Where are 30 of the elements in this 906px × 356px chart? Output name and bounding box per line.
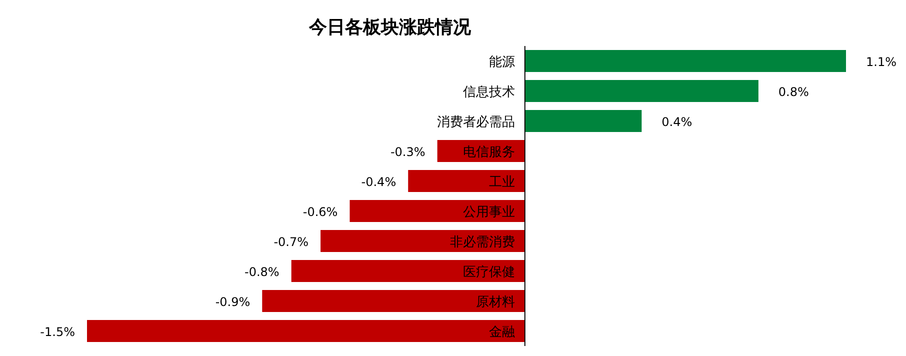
data-label: -1.5% bbox=[40, 325, 75, 339]
bar bbox=[350, 200, 525, 222]
data-label: 0.4% bbox=[662, 115, 692, 129]
bar bbox=[524, 80, 758, 102]
chart-title: 今日各板块涨跌情况 bbox=[308, 17, 472, 38]
y-tick-label: 公用事业 bbox=[462, 205, 515, 220]
y-tick-label: 原材料 bbox=[476, 295, 515, 310]
data-label: -0.7% bbox=[274, 235, 309, 249]
bar bbox=[262, 290, 525, 312]
data-label: 1.1% bbox=[866, 55, 896, 69]
y-tick-label: 工业 bbox=[488, 175, 515, 190]
y-tick-label: 非必需消费 bbox=[450, 235, 515, 250]
y-tick-label: 信息技术 bbox=[462, 85, 515, 100]
bar bbox=[408, 170, 525, 192]
data-label: 0.8% bbox=[778, 85, 809, 99]
y-tick-label: 金融 bbox=[488, 325, 515, 340]
data-label: -0.8% bbox=[244, 265, 280, 279]
data-label: -0.4% bbox=[361, 175, 396, 189]
bar bbox=[524, 110, 642, 132]
bar bbox=[291, 260, 525, 282]
y-tick-label: 能源 bbox=[488, 55, 515, 70]
data-label: -0.3% bbox=[390, 145, 426, 159]
data-label: -0.9% bbox=[215, 295, 250, 309]
y-tick-label: 医疗保健 bbox=[462, 265, 515, 280]
data-label: -0.6% bbox=[302, 205, 338, 219]
y-tick-label: 消费者必需品 bbox=[436, 115, 515, 130]
bar bbox=[87, 320, 525, 342]
bar bbox=[320, 230, 525, 252]
y-tick-label: 电信服务 bbox=[462, 145, 515, 160]
bar bbox=[524, 50, 846, 72]
